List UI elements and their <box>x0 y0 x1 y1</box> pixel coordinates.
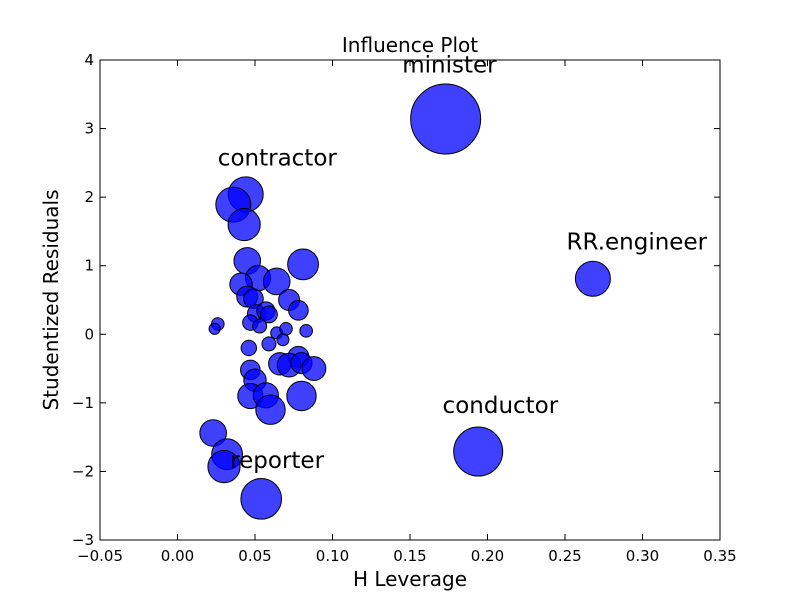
plot-area <box>100 60 720 540</box>
data-point <box>208 322 221 335</box>
data-points <box>199 83 611 520</box>
y-tick-label: −1 <box>72 394 94 412</box>
point-annotation: contractor <box>218 146 338 172</box>
y-tick-label: −2 <box>72 462 94 480</box>
x-tick-label: 0.35 <box>703 547 736 565</box>
y-tick-label: 1 <box>84 257 94 275</box>
data-point <box>207 450 241 484</box>
y-tick-label: 2 <box>84 188 94 206</box>
y-axis-label: Studentized Residuals <box>39 189 63 410</box>
data-point <box>276 333 290 347</box>
y-tick-label: 3 <box>84 120 94 138</box>
x-tick-label: 0.15 <box>393 547 426 565</box>
data-point <box>227 207 261 242</box>
data-point <box>288 299 309 321</box>
data-point <box>255 394 286 425</box>
x-axis-label: H Leverage <box>353 567 467 591</box>
x-axis-ticks: −0.05 0.00 0.05 0.10 0.15 0.20 0.25 0.30 0.35 <box>77 60 737 565</box>
x-tick-label: 0.00 <box>161 547 194 565</box>
data-point <box>260 305 278 324</box>
data-point <box>299 324 313 338</box>
x-tick-label: 0.20 <box>471 547 504 565</box>
y-tick-label: 4 <box>84 51 94 69</box>
point-annotation: conductor <box>443 393 559 419</box>
data-point <box>301 356 327 381</box>
data-point <box>240 478 283 520</box>
y-tick-label: 0 <box>84 325 94 343</box>
data-point <box>286 380 317 412</box>
data-point <box>240 339 258 357</box>
point-annotation: RR.engineer <box>567 229 708 255</box>
x-tick-label: 0.05 <box>238 547 271 565</box>
point-annotation: minister <box>402 52 497 78</box>
point-annotation: reporter <box>230 448 324 474</box>
data-point <box>574 260 611 297</box>
data-point <box>262 267 291 296</box>
x-tick-label: 0.25 <box>548 547 581 565</box>
x-tick-label: 0.30 <box>626 547 659 565</box>
x-tick-label: 0.10 <box>316 547 349 565</box>
data-point <box>287 248 319 281</box>
point-annotations: minister contractor RR.engineer conductor re… <box>218 52 708 474</box>
data-point <box>252 318 268 334</box>
data-point <box>261 336 277 352</box>
x-tick-label: −0.05 <box>77 547 123 565</box>
chart-title: Influence Plot <box>342 33 478 57</box>
data-point <box>453 426 504 477</box>
y-tick-label: −3 <box>72 531 94 549</box>
y-axis-ticks: −3 −2 −1 0 1 2 3 4 <box>72 51 720 549</box>
data-point <box>279 322 293 336</box>
data-point <box>410 83 482 155</box>
data-point <box>199 419 227 447</box>
